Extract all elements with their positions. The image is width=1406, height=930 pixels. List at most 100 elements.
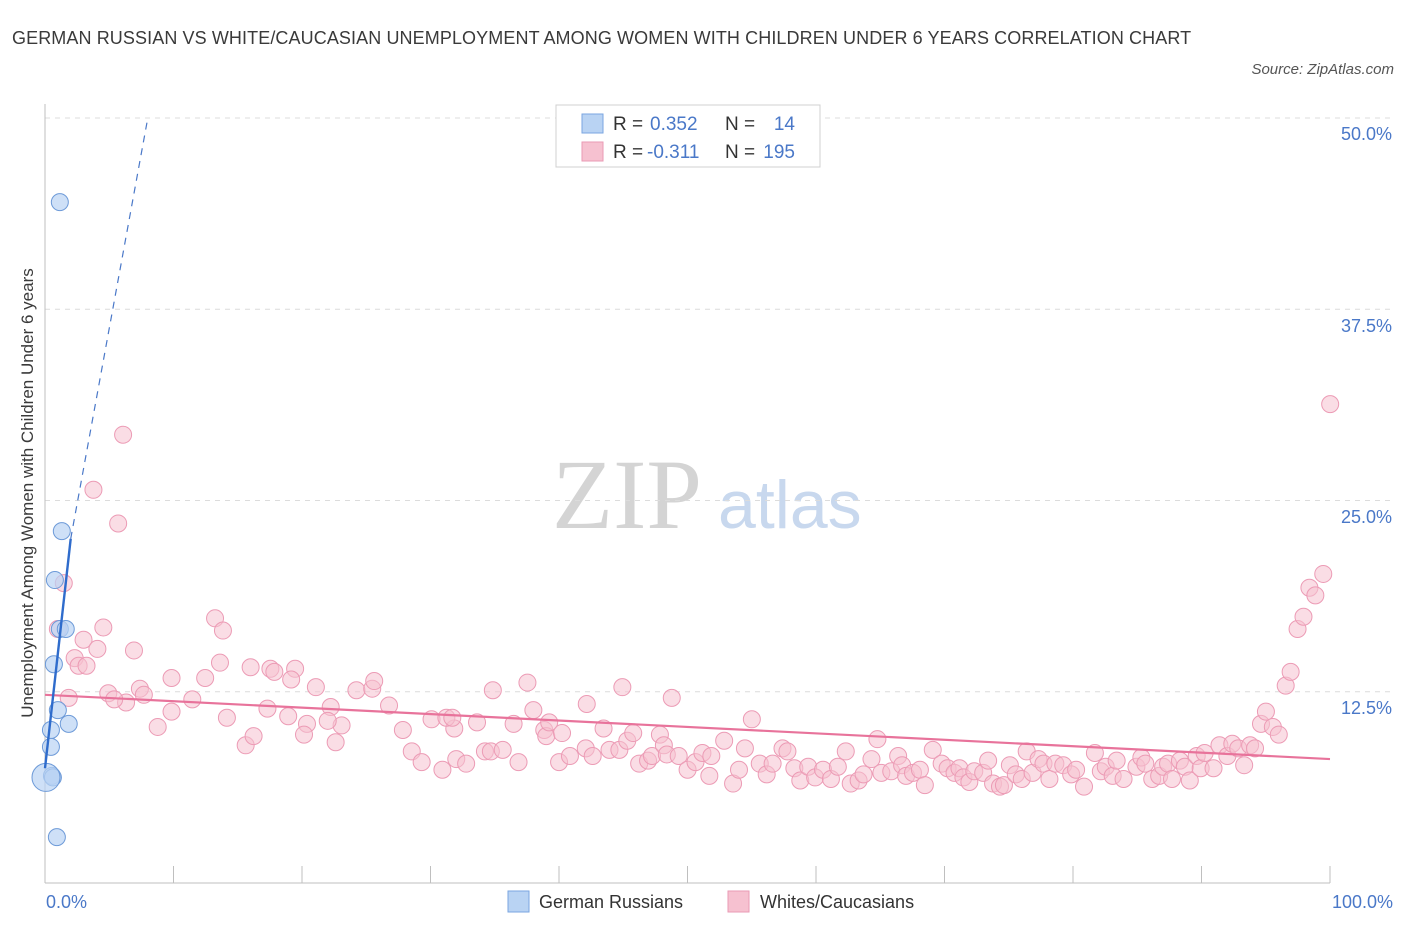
data-point-whites-caucasians (669, 747, 688, 766)
data-point-whites-caucasians (1163, 769, 1182, 788)
data-point-whites-caucasians (994, 776, 1013, 795)
legend-r-label-1: R = (613, 114, 643, 135)
data-point-whites-caucasians (662, 688, 681, 707)
data-point-whites-caucasians (560, 747, 579, 766)
series-legend: German Russians Whites/Caucasians (507, 890, 914, 913)
data-point-whites-caucasians (94, 618, 113, 637)
data-point-whites-caucasians (509, 753, 528, 772)
data-point-german-russians (52, 522, 71, 541)
data-point-whites-caucasians (282, 670, 301, 689)
data-point-whites-caucasians (183, 690, 202, 709)
data-point-whites-caucasians (1085, 743, 1104, 762)
data-point-whites-caucasians (915, 776, 934, 795)
bottom-legend-swatch-german-russians (507, 890, 530, 913)
data-point-whites-caucasians (114, 425, 133, 444)
data-point-whites-caucasians (124, 641, 143, 660)
data-point-whites-caucasians (1281, 662, 1300, 681)
data-point-whites-caucasians (1114, 769, 1133, 788)
bottom-legend-label-whites-caucasians: Whites/Caucasians (760, 892, 914, 912)
data-point-whites-caucasians (1204, 759, 1223, 778)
data-point-whites-caucasians (483, 681, 502, 700)
data-point-whites-caucasians (210, 653, 229, 672)
bottom-legend-swatch-whites-caucasians (727, 890, 750, 913)
data-point-german-russians (48, 701, 67, 720)
legend-n-value-1: 14 (774, 114, 796, 135)
data-point-whites-caucasians (702, 747, 721, 766)
legend-r-value-1: 0.352 (650, 114, 698, 135)
data-point-whites-caucasians (1321, 395, 1340, 414)
data-point-whites-caucasians (162, 702, 181, 721)
watermark-zip: ZIP (552, 439, 702, 550)
watermark-atlas: atlas (718, 467, 862, 543)
data-point-whites-caucasians (258, 699, 277, 718)
data-point-whites-caucasians (457, 754, 476, 773)
series-whites-caucasians (48, 395, 1340, 796)
data-point-whites-caucasians (868, 730, 887, 749)
data-point-whites-caucasians (735, 739, 754, 758)
data-point-whites-caucasians (577, 694, 596, 713)
data-point-whites-caucasians (443, 708, 462, 727)
data-point-whites-caucasians (1136, 754, 1155, 773)
data-point-whites-caucasians (1235, 756, 1254, 775)
x-tick-label-0: 0.0% (46, 892, 87, 912)
data-point-whites-caucasians (854, 765, 873, 784)
data-point-whites-caucasians (393, 721, 412, 739)
bottom-legend-label-german-russians: German Russians (539, 892, 683, 912)
data-point-whites-caucasians (1180, 771, 1199, 790)
trend-line-german-russians-extension (70, 117, 149, 539)
data-point-whites-caucasians (109, 514, 128, 533)
data-point-whites-caucasians (862, 750, 881, 769)
data-point-whites-caucasians (729, 760, 748, 779)
data-point-whites-caucasians (715, 731, 734, 750)
data-point-whites-caucasians (162, 668, 181, 687)
data-point-whites-caucasians (77, 656, 96, 675)
y-tick-label-50: 50.0% (1341, 124, 1392, 144)
data-point-whites-caucasians (318, 711, 337, 730)
y-tick-label-12-5: 12.5% (1341, 698, 1392, 718)
source-credit: Source: ZipAtlas.com (1251, 61, 1394, 78)
data-point-whites-caucasians (74, 630, 93, 649)
data-point-whites-caucasians (613, 678, 632, 697)
data-point-whites-caucasians (295, 725, 314, 744)
data-point-whites-caucasians (524, 701, 543, 720)
data-point-whites-caucasians (742, 710, 761, 729)
data-point-whites-caucasians (265, 662, 284, 681)
data-point-whites-caucasians (433, 760, 452, 779)
chart-title: GERMAN RUSSIAN VS WHITE/CAUCASIAN UNEMPL… (12, 28, 1192, 48)
y-axis-label: Unemployment Among Women with Children U… (18, 268, 37, 717)
data-point-whites-caucasians (923, 740, 942, 759)
data-point-whites-caucasians (347, 681, 366, 700)
legend-r-label-2: R = (613, 142, 643, 163)
legend-n-value-2: 195 (763, 142, 795, 163)
data-point-whites-caucasians (241, 658, 260, 677)
data-point-whites-caucasians (540, 713, 559, 732)
data-point-whites-caucasians (1040, 769, 1059, 788)
data-point-whites-caucasians (700, 766, 719, 785)
data-point-whites-caucasians (594, 719, 613, 738)
data-point-whites-caucasians (979, 751, 998, 770)
legend-r-value-2: -0.311 (647, 142, 699, 163)
legend-swatch-whites-caucasians (581, 141, 604, 162)
data-point-whites-caucasians (196, 668, 215, 687)
data-point-german-russians (50, 193, 69, 212)
data-point-whites-caucasians (213, 621, 232, 640)
data-point-whites-caucasians (1269, 725, 1288, 744)
data-point-whites-caucasians (778, 742, 797, 761)
data-point-whites-caucasians (365, 672, 384, 691)
data-point-whites-caucasians (306, 678, 325, 697)
gridlines (45, 117, 1392, 693)
data-point-whites-caucasians (624, 724, 643, 743)
data-point-whites-caucasians (59, 688, 78, 707)
data-point-whites-caucasians (88, 639, 107, 658)
data-point-whites-caucasians (244, 727, 263, 746)
series-german-russians (31, 193, 78, 847)
y-tick-label-37-5: 37.5% (1341, 316, 1392, 336)
data-point-whites-caucasians (1314, 564, 1333, 583)
data-point-whites-caucasians (583, 747, 602, 766)
data-point-whites-caucasians (1067, 760, 1086, 779)
data-point-whites-caucasians (763, 754, 782, 773)
x-tick-label-100: 100.0% (1332, 892, 1393, 912)
data-point-whites-caucasians (279, 707, 298, 726)
data-point-whites-caucasians (1294, 607, 1313, 626)
